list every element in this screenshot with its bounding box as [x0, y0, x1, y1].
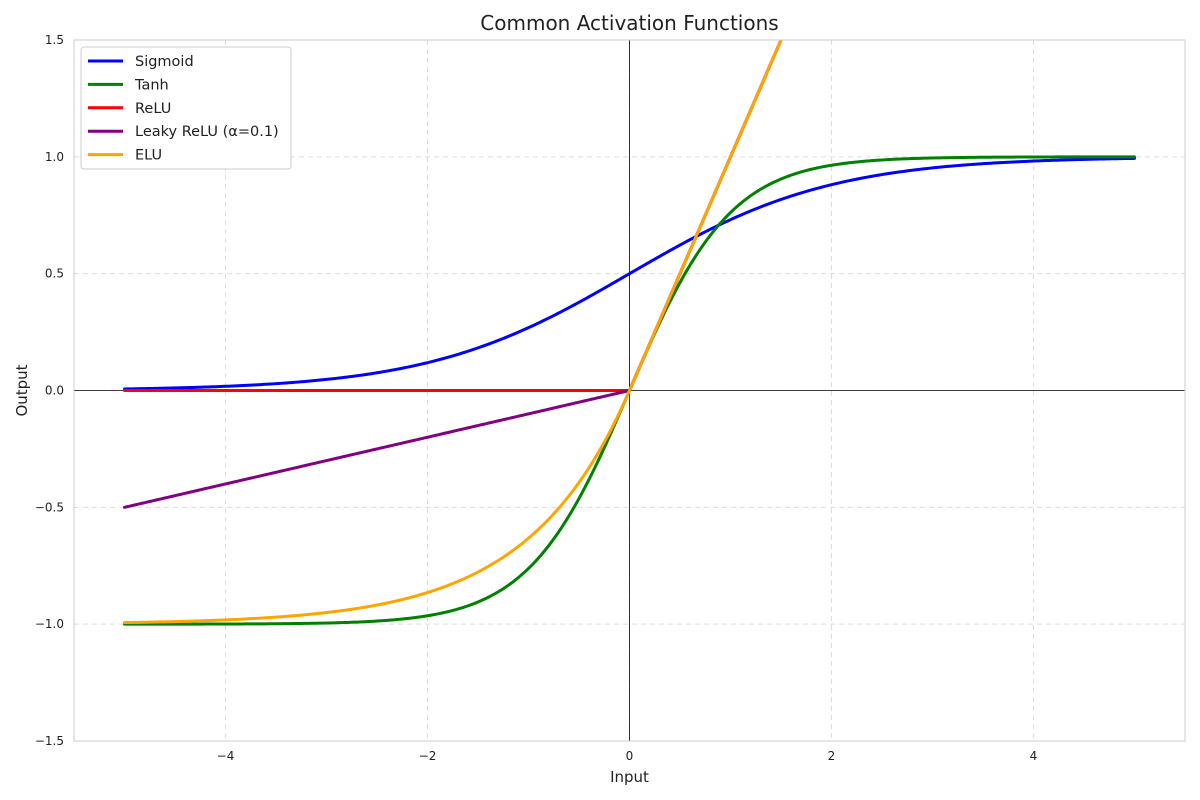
y-tick-label: 1.0 — [45, 150, 64, 164]
legend-label-tanh: Tanh — [134, 77, 169, 93]
y-axis-title: Output — [13, 364, 31, 416]
chart-title: Common Activation Functions — [480, 11, 778, 35]
series-line-elu — [123, 40, 783, 625]
x-tick-label: 2 — [828, 749, 836, 763]
y-tick-label: 0.5 — [45, 267, 64, 281]
x-axis-title: Input — [610, 768, 649, 786]
x-tick-label: −2 — [419, 749, 437, 763]
x-tick-label: 4 — [1030, 749, 1038, 763]
legend-box — [80, 46, 292, 170]
series-group — [123, 40, 1136, 626]
legend-label-elu: ELU — [135, 148, 162, 164]
y-tick-label: −1.0 — [35, 617, 64, 631]
legend-label-relu: ReLU — [135, 101, 171, 117]
x-tick-label: 0 — [626, 749, 634, 763]
legend-label-leaky-relu-0-1: Leaky ReLU (α=0.1) — [135, 124, 279, 140]
legend: Sigmoid Tanh ReLU Leaky ReLU (α=0.1) ELU — [80, 46, 292, 170]
x-tick-labels: −4 −2 0 2 4 — [217, 749, 1038, 763]
y-tick-label: −0.5 — [35, 500, 64, 514]
y-tick-label: 0.0 — [45, 384, 64, 398]
y-tick-label: −1.5 — [35, 734, 64, 748]
plot-frame — [73, 39, 1186, 742]
legend-label-sigmoid: Sigmoid — [135, 54, 194, 70]
y-tick-label: 1.5 — [45, 33, 64, 47]
series-line-sigmoid — [123, 156, 1136, 391]
y-tick-labels: −1.5 −1.0 −0.5 0.0 0.5 1.0 1.5 — [35, 33, 64, 748]
x-tick-label: −4 — [217, 749, 235, 763]
